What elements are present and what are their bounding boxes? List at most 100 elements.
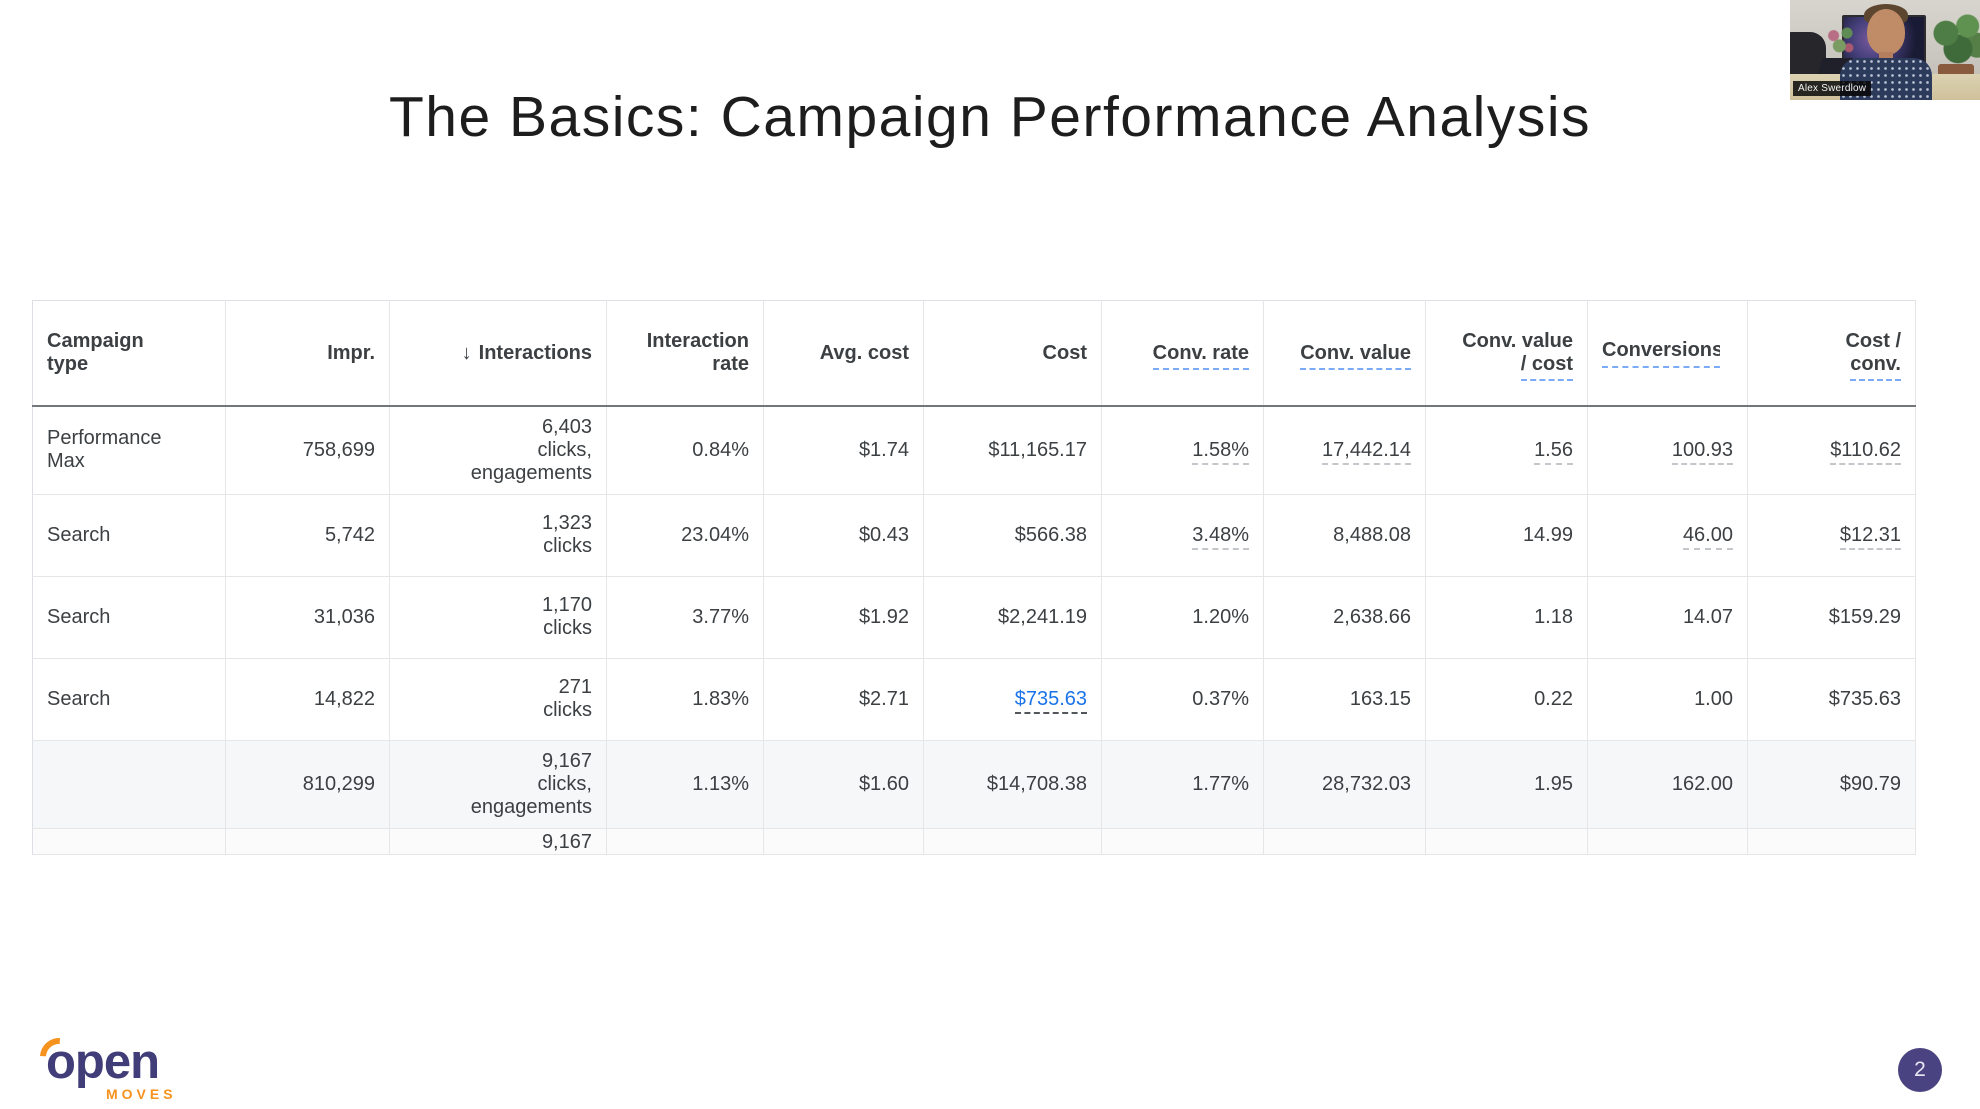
table-cell: 28,732.03 <box>1263 740 1426 829</box>
cell-value: clicks, <box>537 438 592 461</box>
column-header-conv-value-per-cost[interactable]: Conv. value / cost <box>1425 300 1588 407</box>
cell-value: 6,403 <box>541 415 592 438</box>
cell-value: $159.29 <box>1828 605 1901 628</box>
cell-value: 3.48% <box>1192 523 1249 550</box>
table-cell: $1.74 <box>763 406 924 495</box>
table-cell: 14.07 <box>1587 576 1748 659</box>
column-header-interaction-rate[interactable]: Interaction rate <box>606 300 764 407</box>
table-cell[interactable]: $735.63 <box>923 658 1102 741</box>
cell-value: Max <box>47 450 85 473</box>
cell-value: $1.74 <box>858 438 909 461</box>
cell-value: 1.20% <box>1192 605 1249 628</box>
cell-value: 1.58% <box>1192 438 1249 465</box>
cell-value: $14,708.38 <box>986 772 1087 795</box>
column-header-label: Avg. cost <box>819 341 909 364</box>
table-cell: Performance Max <box>32 406 226 495</box>
cell-value: 9,167 <box>541 830 592 853</box>
table-cell: 0.22 <box>1425 658 1588 741</box>
column-header-campaign-type[interactable]: Campaign type <box>32 300 226 407</box>
table-cell: 31,036 <box>225 576 390 659</box>
table-cell: 1.95 <box>1425 740 1588 829</box>
table-cell: Search <box>32 494 226 577</box>
table-header-row: Campaign type Impr. ↓ Interactions Interactio… <box>32 300 1916 407</box>
cell-value: 0.37% <box>1192 687 1249 710</box>
presenter-head <box>1867 9 1905 55</box>
cell-value: 271 <box>558 676 592 698</box>
cell-value: 17,442.14 <box>1322 438 1411 465</box>
table-cell: $2,241.19 <box>923 576 1102 659</box>
column-header-label: Cost / <box>1845 330 1901 352</box>
table-cell: 0.37% <box>1101 658 1264 741</box>
column-header-interactions[interactable]: ↓ Interactions <box>389 300 607 407</box>
table-cell: $1.60 <box>763 740 924 829</box>
table-cell <box>1425 828 1588 855</box>
column-header-avg-cost[interactable]: Avg. cost <box>763 300 924 407</box>
cell-value: 1.95 <box>1534 772 1573 795</box>
column-header-impressions[interactable]: Impr. <box>225 300 390 407</box>
table-cell: 758,699 <box>225 406 390 495</box>
cell-value: $1.92 <box>858 605 909 628</box>
cell-value: $110.62 <box>1830 438 1901 465</box>
logo-wordmark: open <box>46 1035 160 1089</box>
column-header-label: Conv. rate <box>1152 341 1249 370</box>
presenter-name-tag: Alex Swerdlow <box>1793 81 1872 96</box>
cell-value: 1.13% <box>692 772 749 795</box>
cell-value: clicks <box>543 699 592 721</box>
table-cell: 6,403 clicks, engagements <box>389 406 607 495</box>
table-cell: 46.00 <box>1587 494 1748 577</box>
table-row: Search 5,742 1,323 clicks 23.04% $0.43 $566.38… <box>32 494 1916 577</box>
column-header-label: type <box>47 353 89 375</box>
cell-value: 1.56 <box>1534 438 1573 465</box>
cell-value: 46.00 <box>1682 523 1733 550</box>
table-cell: 162.00 <box>1587 740 1748 829</box>
campaign-performance-table: Campaign type Impr. ↓ Interactions Interactio… <box>32 300 1916 855</box>
table-cell: $110.62 <box>1747 406 1916 495</box>
column-header-label: Cost <box>1042 341 1087 364</box>
cell-value: 810,299 <box>302 772 375 795</box>
cell-value: 9,167 <box>541 749 592 772</box>
openmoves-logo: open MOVES <box>32 1030 218 1102</box>
column-header-conv-value[interactable]: Conv. value <box>1263 300 1426 407</box>
table-cell <box>1747 828 1916 855</box>
table-cell <box>763 828 924 855</box>
table-cell: 0.84% <box>606 406 764 495</box>
table-cell: 1.18 <box>1425 576 1588 659</box>
cell-value: 14.99 <box>1522 523 1573 546</box>
table-cell: $735.63 <box>1747 658 1916 741</box>
table-cell: 14,822 <box>225 658 390 741</box>
cell-value: Search <box>47 605 111 628</box>
cell-value: $1.60 <box>858 772 909 795</box>
column-header-cost-per-conv[interactable]: Cost / conv. <box>1747 300 1916 407</box>
cell-value: 163.15 <box>1349 687 1411 710</box>
table-cell: 271 clicks <box>389 658 607 741</box>
column-header-label: rate <box>712 353 749 375</box>
table-cell <box>1263 828 1426 855</box>
cell-value: 0.22 <box>1534 687 1573 710</box>
cell-value: $90.79 <box>1839 772 1901 795</box>
table-cell: 9,167 <box>389 828 607 855</box>
page-number-badge: 2 <box>1898 1048 1942 1092</box>
cost-link[interactable]: $735.63 <box>1014 687 1087 714</box>
cell-value: $2.71 <box>858 687 909 710</box>
cell-value: 1.83% <box>692 687 749 710</box>
table-cell: 1,323 clicks <box>389 494 607 577</box>
cell-value: clicks <box>543 535 592 557</box>
cell-value: $11,165.17 <box>988 438 1087 461</box>
cell-value: clicks <box>543 617 592 639</box>
column-header-label: Conversions <box>1602 339 1720 368</box>
logo-subtext: MOVES <box>106 1086 177 1102</box>
cell-value: 1,170 <box>541 594 592 616</box>
table-cell: 2,638.66 <box>1263 576 1426 659</box>
column-header-cost[interactable]: Cost <box>923 300 1102 407</box>
cell-value: 162.00 <box>1671 772 1733 795</box>
column-header-label: Interaction <box>646 330 749 352</box>
table-cell: $1.92 <box>763 576 924 659</box>
cell-value: 28,732.03 <box>1322 772 1411 795</box>
column-header-conversions[interactable]: Conversions <box>1587 300 1748 407</box>
column-header-label: conv. <box>1850 353 1901 381</box>
cell-value: 5,742 <box>324 523 375 546</box>
slide-title: The Basics: Campaign Performance Analysi… <box>388 85 1591 149</box>
cell-value: $0.43 <box>858 523 909 546</box>
table-partial-row: 9,167 <box>32 828 1916 855</box>
column-header-conv-rate[interactable]: Conv. rate <box>1101 300 1264 407</box>
